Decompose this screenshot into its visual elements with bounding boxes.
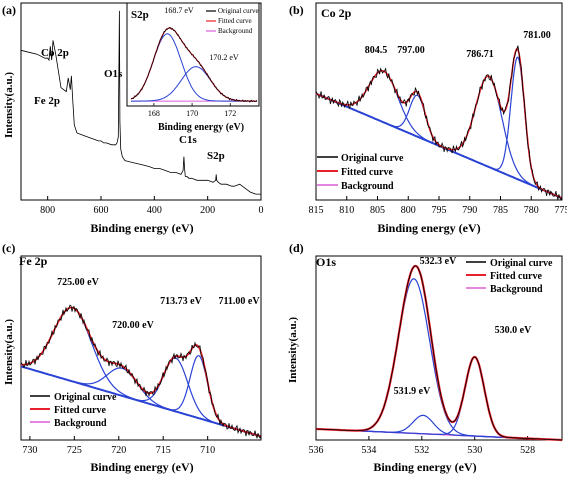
panel-a-c1s-label: C1s [179, 134, 197, 146]
panel-a-xtick-label: 200 [200, 205, 215, 216]
panel-b-peak-label-1: 804.5 [365, 45, 388, 56]
panel-d-xtick-label: 530 [467, 445, 482, 456]
panel-c-label: (c) [2, 241, 15, 255]
panel-d-xtick-label: 536 [309, 445, 324, 456]
panel-c-xlabel: Binding energy (eV) [90, 460, 193, 474]
panel-b-legend: Original curve Fitted curve Background [317, 153, 404, 192]
legend-background: Background [218, 27, 253, 35]
panel-a-inset-original-curve [130, 26, 258, 103]
panel-b-xtick-label: 795 [432, 205, 447, 216]
panel-a-frame [20, 2, 262, 201]
legend-original-curve: Original curve [490, 258, 553, 269]
panel-c-xtick-label: 725 [67, 445, 82, 456]
panel-a-survey-curve [20, 10, 261, 195]
panel-a-inset-peak-label-2: 170.2 eV [209, 53, 239, 62]
panel-b-peak-label-4: 781.00 [523, 30, 551, 41]
panel-b-xtick-label: 785 [493, 205, 508, 216]
panel-a-ylabel: Intensity(a.u.) [3, 72, 15, 138]
panel-c: (c) Fe 2p Intensity(a.u.) Binding energy… [2, 241, 262, 474]
panel-d: (d) O1s Intensity(a.u.) Binding energy (… [287, 241, 563, 474]
panel-a-label: (a) [2, 3, 16, 17]
panel-c-peak-label-3: 713.73 eV [160, 296, 202, 307]
panel-b: (b) Co 2p Binding energy (eV) 804.5 797.… [289, 2, 567, 235]
legend-fitted-curve: Fitted curve [218, 17, 252, 25]
panel-a-inset-xtick-label: 168 [148, 109, 160, 118]
panel-c-legend: Original curve Fitted curve Background [30, 392, 117, 429]
panel-a-inset-xtick-label: 170 [186, 109, 198, 118]
panel-b-xtick-label: 790 [462, 205, 477, 216]
panel-b-xtick-label: 800 [401, 205, 416, 216]
panel-a-xtick-label: 800 [40, 205, 55, 216]
panel-b-peak-label-2: 797.00 [397, 45, 425, 56]
legend-original-curve: Original curve [218, 7, 259, 15]
panel-a-inset-title: S2p [131, 9, 149, 21]
panel-c-peak-label-1: 725.00 eV [57, 277, 99, 288]
legend-background: Background [54, 418, 107, 429]
panel-a-xtick-label: 400 [147, 205, 162, 216]
panel-d-xtick-label: 532 [414, 445, 429, 456]
panel-c-peak-label-2: 720.00 eV [112, 320, 154, 331]
panel-a-xtick-label: 0 [259, 205, 264, 216]
panel-c-ylabel: Intensity(a.u.) [3, 319, 15, 385]
legend-fitted-curve: Fitted curve [490, 271, 542, 282]
panel-a-inset-legend: Original curve Fitted curve Background [206, 7, 259, 35]
panel-d-legend: Original curve Fitted curve Background [466, 258, 553, 295]
panel-d-xtick-label: 528 [520, 445, 535, 456]
panel-b-xtick-label: 805 [370, 205, 385, 216]
panel-c-title: Fe 2p [19, 254, 48, 268]
legend-background: Background [341, 181, 394, 192]
panel-b-peak-label-3: 786.71 [466, 49, 494, 60]
panel-d-frame [315, 255, 563, 441]
panel-b-xtick-label: 775 [555, 205, 567, 216]
panel-b-label: (b) [289, 3, 304, 17]
panel-a-fe2p-label: Fe 2p [34, 95, 60, 107]
panel-d-peak-label-2: 531.9 eV [394, 386, 431, 397]
panel-d-ylabel: Intensity(a.u.) [287, 317, 299, 383]
panel-b-xtick-label: 815 [309, 205, 324, 216]
panel-d-title: O1s [316, 255, 336, 269]
panel-a-o1s-label: O1s [104, 68, 123, 80]
legend-fitted-curve: Fitted curve [54, 405, 106, 416]
panel-d-xlabel: Binding energy (eV) [373, 460, 476, 474]
panel-a-inset-xtick-label: 172 [224, 109, 236, 118]
panel-a-s2p-label: S2p [207, 150, 225, 162]
panel-c-frame [20, 255, 262, 441]
panel-c-peak-label-4: 711.00 eV [218, 296, 260, 307]
panel-c-xtick-label: 710 [200, 445, 215, 456]
panel-a-co2p-label: Co 2p [41, 47, 69, 59]
panel-c-xtick-label: 720 [111, 445, 126, 456]
panel-d-peak-label-1: 532.3 eV [420, 256, 457, 267]
panel-a-xlabel: Binding energy (eV) [90, 221, 193, 235]
panel-d-label: (d) [289, 241, 304, 255]
panel-b-title: Co 2p [321, 6, 352, 20]
panel-d-xtick-label: 534 [361, 445, 376, 456]
panel-c-xtick-label: 730 [22, 445, 37, 456]
panel-a: (a) Intensity(a.u.) Binding energy (eV) … [2, 2, 264, 235]
panel-c-xtick-label: 715 [156, 445, 171, 456]
legend-fitted-curve: Fitted curve [341, 167, 393, 178]
panel-b-original-curve [315, 45, 563, 201]
legend-background: Background [490, 284, 543, 295]
panel-c-original-curve [20, 304, 262, 439]
panel-b-xlabel: Binding energy (eV) [377, 221, 480, 235]
panel-b-xtick-label: 810 [339, 205, 354, 216]
panel-d-peak-label-3: 530.0 eV [495, 325, 532, 336]
panel-d-original-curve [316, 265, 562, 441]
panel-a-inset-xlabel: Binding energy (eV) [158, 122, 244, 133]
panel-a-inset-peak-label-1: 168.7 eV [164, 6, 194, 15]
panel-a-xtick-label: 600 [94, 205, 109, 216]
legend-original-curve: Original curve [54, 392, 117, 403]
panel-b-xtick-label: 780 [524, 205, 539, 216]
legend-original-curve: Original curve [341, 153, 404, 164]
